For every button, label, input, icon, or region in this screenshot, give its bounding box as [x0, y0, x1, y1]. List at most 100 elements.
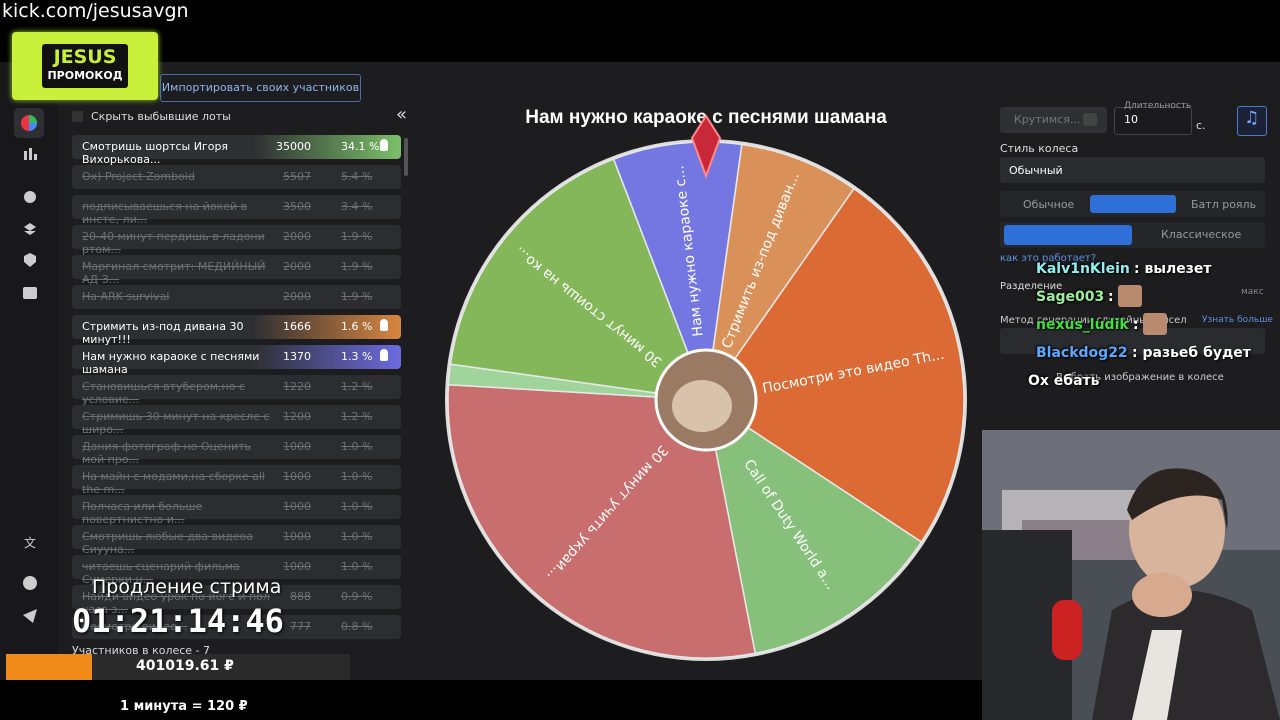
music-icon: ♫ — [1244, 108, 1260, 128]
lot-row[interactable]: Смотришь любые два видеоа Сиууна... 1000 1… — [72, 525, 401, 556]
lot-name: Полчаса или больше повертнистно и... — [82, 500, 203, 526]
chat-text: : — [1108, 289, 1114, 305]
lot-icon — [380, 139, 388, 151]
learn-more[interactable]: Узнать больше — [1202, 315, 1273, 325]
lot-row[interactable]: Посмотри видео... 777 0.8 % — [72, 615, 401, 639]
chat-text: : вылезет — [1134, 261, 1212, 277]
lot-row[interactable]: Стримишь 30 минут на кресле с широ... 120… — [72, 405, 401, 436]
wheel-slice — [449, 158, 708, 401]
lot-percent: 1.0 % — [341, 470, 373, 483]
scrollbar — [404, 138, 408, 176]
lot-name: читаешь сценарий фильма Сумерки н... — [82, 560, 240, 586]
lot-amount: 2000 — [283, 260, 311, 273]
wheel[interactable]: Нам нужно караоке с песнями шамана Нам н… — [440, 100, 980, 680]
lot-row[interactable]: Полчаса или больше повертнистно и... 1000… — [72, 495, 401, 526]
lot-amount: 1000 — [283, 470, 311, 483]
svg-text:文: 文 — [24, 535, 36, 550]
style-value: Обычный — [1009, 164, 1063, 177]
lot-row[interactable]: Нам нужно караоке с песнями шамана 1370 1.… — [72, 345, 401, 376]
checkbox[interactable] — [72, 111, 83, 122]
music-button[interactable] — [1237, 106, 1267, 136]
lot-name: Найди видео урок по йоге и пол часа з... — [82, 590, 270, 616]
lot-icon — [380, 349, 388, 361]
lot-percent: 1.9 % — [341, 230, 373, 243]
participants-count: Участников в колесе - 7 — [72, 644, 211, 657]
chat-user: Blackdog22 — [1036, 345, 1128, 361]
mode-battle[interactable]: Батл рояль — [1191, 198, 1257, 211]
lot-name: Смотришь шортсы Игоря Вихорькова... — [82, 140, 229, 166]
top-bar — [0, 0, 1280, 62]
wheel-slice — [705, 143, 856, 401]
lot-name: Посмотри видео... — [82, 620, 188, 633]
lot-amount: 1000 — [283, 440, 311, 453]
lot-amount: 1370 — [283, 350, 311, 363]
method-select[interactable] — [1000, 328, 1265, 354]
chat-user: Sage003 — [1036, 289, 1105, 305]
lot-row[interactable]: Стримить из-под дивана 30 минут!!! 1666 1.… — [72, 315, 401, 346]
lot-amount: 35000 — [276, 140, 311, 153]
wheel-pointer — [690, 114, 722, 179]
help-link[interactable]: как это работает? — [1000, 253, 1096, 264]
sidebar-icons: 文 — [23, 148, 37, 623]
lot-amount: 2000 — [283, 230, 311, 243]
lot-name: Ох) Project Zomboid — [82, 170, 195, 183]
lot-percent: 0.8 % — [341, 620, 373, 633]
lot-percent: 1.2 % — [341, 410, 373, 423]
lot-row[interactable]: На ARK survival 2000 1.9 % — [72, 285, 401, 309]
lot-row[interactable]: 20-40 минут пердишь в ладони ртом... 2000… — [72, 225, 401, 256]
lot-amount: 2000 — [283, 290, 311, 303]
lot-row[interactable]: Смотришь шортсы Игоря Вихорькова... 35000… — [72, 135, 401, 166]
import-button[interactable]: Импортировать своих участников — [160, 74, 361, 102]
lot-percent: 1.0 % — [341, 440, 373, 453]
sidebar-active[interactable] — [14, 108, 44, 138]
progress-fill — [6, 654, 92, 680]
lot-name: Маргинал смотрит: МЕДИЙНЫЙ АД З... — [82, 260, 266, 286]
hide-label: Скрыть выбывшие лоты — [91, 110, 231, 123]
lot-percent: 1.9 % — [341, 290, 373, 303]
spin-icon — [1083, 113, 1097, 126]
duration-label: Длительность — [1124, 101, 1192, 111]
lot-name: Дания фотограф но Оценить мой про... — [82, 440, 252, 466]
image-label[interactable]: Выбрать изображение в колесе — [1056, 372, 1224, 383]
duration-input[interactable] — [1114, 107, 1192, 135]
chat-emote — [1143, 313, 1167, 335]
lot-row[interactable]: На майн с модами,на сборке all the m... 1… — [72, 465, 401, 496]
lot-amount: 1000 — [283, 560, 311, 573]
lot-row[interactable]: читаешь сценарий фильма Сумерки н... 1000… — [72, 555, 401, 586]
method-label: Метод генерации случайных чисел — [1000, 315, 1187, 326]
lot-name: На ARK survival — [82, 290, 170, 303]
mode-classic[interactable]: Классическое — [1161, 228, 1242, 241]
mode-normal[interactable]: Обычное — [1023, 198, 1075, 211]
lot-amount: 3500 — [283, 200, 311, 213]
lot-row[interactable]: подписываешься на йокей в инсте, ли... 35… — [72, 195, 401, 226]
lot-percent: 34.1 % — [341, 140, 380, 153]
lot-amount: 888 — [290, 590, 311, 603]
lot-percent: 1.9 % — [341, 260, 373, 273]
spin-button-label: Крутимся... — [1014, 113, 1081, 126]
lot-amount: 5507 — [283, 170, 311, 183]
lot-row[interactable]: Найди видео урок по йоге и пол часа з...… — [72, 585, 401, 616]
style-select[interactable] — [1000, 157, 1265, 183]
mode-new[interactable] — [1004, 225, 1132, 245]
lot-percent: 3.4 % — [341, 200, 373, 213]
lot-row[interactable]: Маргинал смотрит: МЕДИЙНЫЙ АД З... 2000 1.… — [72, 255, 401, 286]
webcam — [982, 430, 1280, 720]
cat-face — [672, 380, 732, 432]
lot-percent: 1.0 % — [341, 500, 373, 513]
chat-user: Ох ебать — [1028, 373, 1100, 389]
lot-percent: 1.3 % — [341, 350, 373, 363]
lot-row[interactable]: Становишься втубером,но с условие... 1220… — [72, 375, 401, 406]
lot-row[interactable]: Дания фотограф но Оценить мой про... 1000… — [72, 435, 401, 466]
chat-text: : — [1133, 317, 1139, 333]
lot-name: На майн с модами,на сборке all the m... — [82, 470, 265, 496]
collapse-button[interactable]: « — [396, 104, 408, 125]
lot-row[interactable]: Ох) Project Zomboid 5507 5.4 % — [72, 165, 401, 189]
promo-sub: ПРОМОКОД — [47, 69, 123, 82]
chat-user: nexus_ludik — [1036, 317, 1129, 333]
max-label: макс — [1241, 287, 1264, 297]
lot-icon — [380, 319, 388, 331]
lot-amount: 1000 — [283, 500, 311, 513]
promo-badge[interactable]: JESUS ПРОМОКОД — [12, 32, 158, 100]
mode-dropout[interactable] — [1090, 195, 1176, 213]
chat-user: Kalv1nKlein — [1036, 261, 1130, 277]
